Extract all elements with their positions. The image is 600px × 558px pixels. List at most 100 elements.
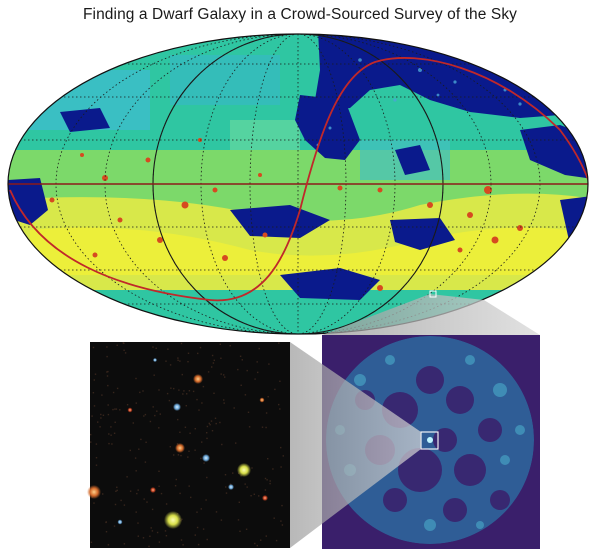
noise-pixel <box>107 544 110 546</box>
noise-pixel <box>213 359 215 361</box>
noise-pixel <box>145 441 147 443</box>
noise-pixel <box>279 380 281 382</box>
noise-pixel <box>151 508 154 511</box>
zoom-location-marker <box>429 290 437 298</box>
noise-pixel <box>267 396 269 398</box>
noise-pixel <box>206 425 209 428</box>
noise-pixel <box>211 366 213 368</box>
noise-pixel <box>105 531 108 533</box>
noise-pixel <box>247 411 250 413</box>
noise-pixel <box>261 426 264 428</box>
noise-pixel <box>179 360 181 362</box>
noise-pixel <box>93 379 95 381</box>
noise-pixel <box>140 438 142 441</box>
noise-pixel <box>211 354 214 357</box>
noise-pixel <box>215 511 218 513</box>
noise-pixel <box>137 489 139 491</box>
noise-pixel <box>126 476 128 478</box>
noise-pixel <box>114 408 116 410</box>
noise-pixel <box>132 422 134 424</box>
noise-pixel <box>152 406 154 408</box>
noise-pixel <box>114 421 116 423</box>
noise-pixel <box>185 405 187 407</box>
noise-pixel <box>239 355 242 357</box>
noise-pixel <box>199 346 202 349</box>
noise-pixel <box>179 492 181 495</box>
noise-pixel <box>211 430 214 432</box>
noise-pixel <box>188 485 190 487</box>
noise-pixel <box>194 534 196 536</box>
noise-pixel <box>144 413 147 416</box>
noise-pixel <box>225 486 227 488</box>
noise-pixel <box>244 394 247 396</box>
star <box>193 374 203 384</box>
noise-pixel <box>100 413 102 416</box>
noise-pixel <box>123 543 126 545</box>
noise-pixel <box>267 458 269 460</box>
star <box>87 485 101 499</box>
noise-pixel <box>116 387 119 390</box>
noise-pixel <box>224 474 227 476</box>
noise-pixel <box>219 421 221 424</box>
noise-pixel <box>274 388 276 391</box>
zoom-image-panel <box>87 342 290 548</box>
noise-pixel <box>179 431 181 433</box>
noise-pixel <box>210 420 213 422</box>
noise-pixel <box>95 443 98 445</box>
noise-pixel <box>279 408 281 410</box>
noise-pixel <box>135 511 137 513</box>
noise-pixel <box>116 344 118 346</box>
noise-pixel <box>265 426 267 429</box>
figure-title: Finding a Dwarf Galaxy in a Crowd-Source… <box>82 6 518 23</box>
noise-pixel <box>135 470 137 472</box>
noise-pixel <box>165 360 167 362</box>
noise-pixel <box>245 528 248 530</box>
noise-pixel <box>237 368 239 371</box>
noise-pixel <box>187 361 189 363</box>
noise-pixel <box>281 524 284 526</box>
noise-pixel <box>150 527 152 529</box>
noise-pixel <box>269 482 271 485</box>
noise-pixel <box>174 485 177 487</box>
noise-pixel <box>269 480 271 482</box>
noise-pixel <box>110 426 112 428</box>
noise-pixel <box>115 408 118 410</box>
noise-pixel <box>139 391 141 394</box>
noise-pixel <box>165 535 168 537</box>
star <box>175 443 185 453</box>
noise-pixel <box>123 342 125 344</box>
noise-pixel <box>186 393 188 395</box>
noise-pixel <box>107 413 110 416</box>
noise-pixel <box>169 364 172 366</box>
noise-pixel <box>116 489 118 492</box>
noise-pixel <box>196 526 199 529</box>
noise-pixel <box>181 373 183 376</box>
noise-pixel <box>235 442 237 444</box>
noise-pixel <box>180 539 183 541</box>
noise-pixel <box>219 343 221 345</box>
noise-pixel <box>106 371 108 373</box>
noise-pixel <box>167 348 169 350</box>
noise-pixel <box>258 495 260 497</box>
noise-pixel <box>188 450 190 452</box>
noise-pixel <box>282 455 284 457</box>
noise-pixel <box>158 485 160 487</box>
noise-pixel <box>115 490 117 492</box>
sky-map-outline <box>7 33 589 335</box>
zoom-callout-upper <box>322 294 540 335</box>
noise-pixel <box>278 342 280 344</box>
noise-pixel <box>194 449 196 451</box>
noise-pixel <box>95 457 98 459</box>
noise-pixel <box>182 393 184 395</box>
noise-pixel <box>102 493 104 495</box>
noise-pixel <box>266 479 268 481</box>
noise-pixel <box>246 369 248 372</box>
noise-pixel <box>106 355 108 358</box>
noise-pixel <box>189 432 191 434</box>
noise-pixel <box>280 466 282 468</box>
noise-pixel <box>97 421 99 423</box>
noise-pixel <box>239 530 241 532</box>
noise-pixel <box>264 477 267 480</box>
noise-pixel <box>256 361 258 363</box>
zoom-density-panel <box>322 335 540 549</box>
